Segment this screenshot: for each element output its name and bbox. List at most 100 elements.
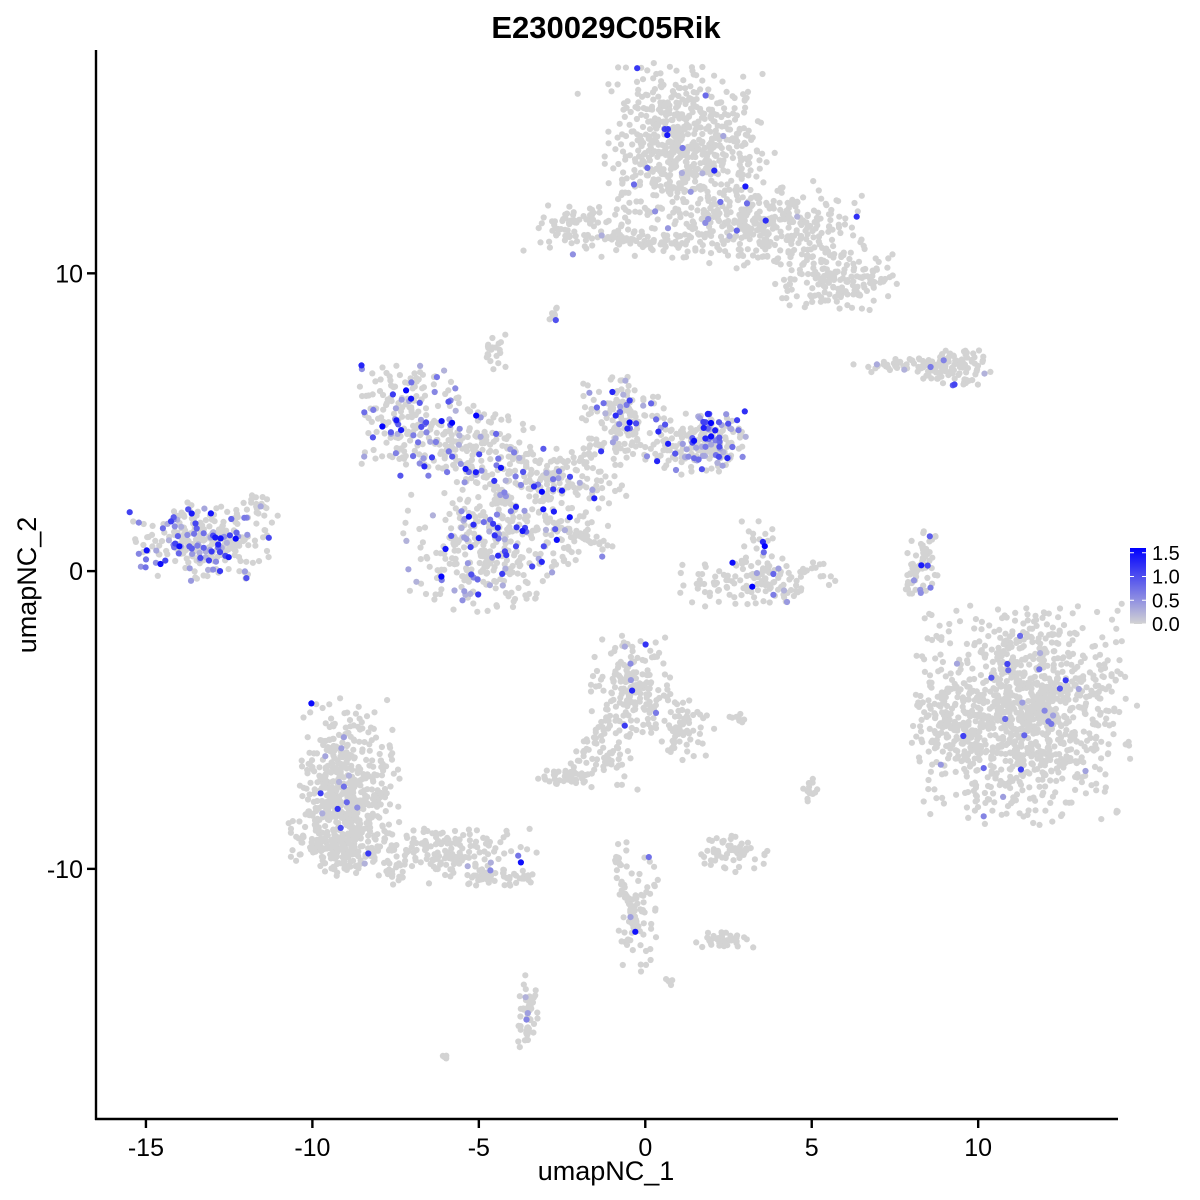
cell-point [818, 259, 825, 266]
cell-point [989, 658, 996, 666]
cell-point [1008, 800, 1015, 807]
cell-point [1105, 708, 1112, 715]
cell-point [611, 229, 618, 236]
cell-point [731, 219, 738, 226]
cell-point [612, 461, 619, 468]
cell-point [1016, 778, 1023, 786]
cell-point [812, 275, 819, 282]
cell-point [383, 790, 390, 797]
cell-point [716, 157, 724, 164]
cell-point [671, 699, 679, 706]
cell-point [918, 716, 925, 724]
cell-point [318, 848, 325, 855]
cell-point [617, 141, 625, 148]
cell-point [304, 770, 311, 777]
cell-point [699, 130, 706, 138]
cell-point [495, 506, 502, 513]
cell-point [626, 152, 634, 159]
cell-point [673, 67, 680, 74]
cell-point [471, 853, 478, 860]
cell-point [998, 750, 1005, 757]
cell-point [880, 361, 887, 368]
cell-point [1050, 631, 1057, 638]
cell-point [670, 90, 678, 97]
cell-point [618, 761, 626, 768]
cell-point [377, 758, 384, 765]
cell-point [599, 485, 606, 492]
cell-point [317, 862, 324, 870]
cell-point [688, 204, 695, 211]
cell-point [481, 856, 488, 863]
cell-point [855, 258, 863, 265]
cell-point [740, 252, 747, 259]
cell-point [758, 581, 765, 588]
cell-point [811, 218, 818, 226]
cell-point [908, 739, 916, 746]
cell-point [197, 519, 204, 526]
cell-point [1112, 639, 1120, 646]
cell-point [934, 375, 941, 382]
cell-point [742, 141, 749, 148]
cell-point [574, 491, 581, 498]
cell-point [149, 543, 156, 550]
cell-point [473, 443, 480, 450]
cell-point [610, 678, 617, 685]
cell-point [214, 553, 221, 561]
cell-point [408, 404, 415, 411]
cell-point [810, 260, 817, 267]
cell-point [452, 835, 459, 843]
cell-point [314, 815, 321, 823]
cell-point [397, 408, 404, 415]
cell-point [1024, 750, 1032, 757]
cell-point [475, 494, 482, 501]
cell-point [236, 568, 243, 575]
cell-point [654, 133, 661, 140]
cell-point [972, 371, 979, 378]
cell-point [582, 771, 589, 779]
cell-point [1118, 600, 1125, 607]
cell-point [589, 673, 597, 680]
cell-point [1008, 775, 1015, 783]
cell-point [357, 843, 364, 850]
cell-point [379, 453, 386, 460]
cell-point [998, 653, 1005, 660]
cell-point [651, 183, 658, 190]
cell-point [333, 787, 340, 794]
cell-point [337, 695, 344, 702]
cell-point [742, 104, 749, 111]
cell-point [733, 143, 741, 150]
cell-point [380, 767, 387, 774]
cell-point [480, 578, 487, 585]
cell-point [495, 360, 502, 367]
cell-point [687, 83, 694, 90]
cell-point [1002, 757, 1009, 765]
cell-point [974, 362, 982, 369]
cell-point [936, 730, 943, 737]
cell-point [351, 754, 358, 761]
cell-point [460, 832, 467, 839]
cell-point [766, 599, 773, 606]
cell-point [620, 661, 628, 669]
cell-point [595, 468, 602, 475]
cell-point [240, 499, 247, 506]
cell-point [543, 767, 550, 774]
cell-point [352, 710, 359, 717]
cell-point [701, 589, 709, 596]
cell-point [363, 713, 371, 720]
cell-point [1116, 657, 1123, 664]
cell-point [629, 648, 636, 655]
cell-point [668, 240, 675, 247]
cell-point [662, 634, 669, 641]
cell-point [1086, 669, 1093, 676]
cell-point [885, 255, 892, 262]
cell-point [779, 295, 786, 302]
cell-point [944, 685, 951, 692]
cell-point [812, 268, 819, 275]
cell-point [502, 363, 509, 370]
cell-point [302, 823, 309, 831]
cell-point [762, 575, 769, 582]
cell-point [289, 818, 296, 825]
cell-point [1078, 779, 1085, 786]
cell-point [635, 86, 642, 93]
cell-point [366, 747, 373, 754]
